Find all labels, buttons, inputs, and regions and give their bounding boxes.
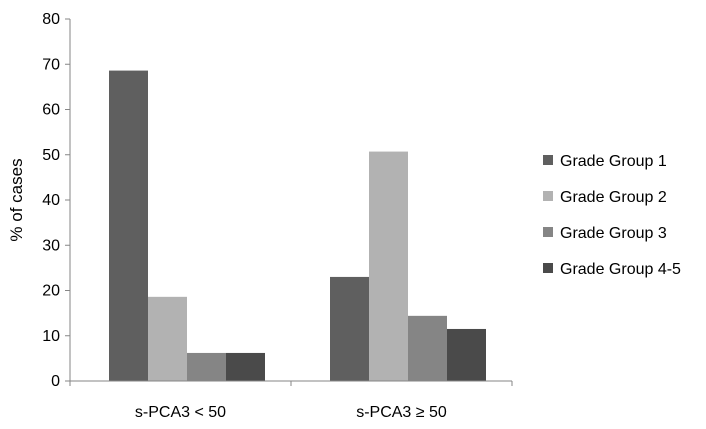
bars-group	[109, 70, 486, 382]
y-tick-label: 50	[42, 147, 60, 164]
y-tick-label: 60	[42, 102, 60, 119]
bar-2-1	[148, 296, 187, 381]
legend-label: Grade Group 1	[560, 153, 667, 170]
y-tick-label: 20	[42, 283, 60, 300]
y-tick-labels: 0 10 20 30 40 50 60 70 80	[42, 11, 70, 390]
y-tick-label: 40	[42, 192, 60, 209]
legend-swatch	[543, 263, 553, 273]
x-category-label: s-PCA3 < 50	[135, 404, 226, 421]
legend-swatch	[543, 227, 553, 237]
y-tick-label: 70	[42, 56, 60, 73]
y-axis-title: % of cases	[7, 158, 26, 241]
bar-1-1	[109, 70, 148, 382]
bar-2-2	[369, 151, 408, 381]
y-tick-label: 30	[42, 237, 60, 254]
bar-3-2	[408, 315, 447, 381]
legend-label: Grade Group 4-5	[560, 261, 681, 278]
y-tick-label: 10	[42, 328, 60, 345]
bar-4-2	[447, 328, 486, 381]
legend-label: Grade Group 2	[560, 189, 667, 206]
legend-swatch	[543, 155, 553, 165]
bar-1-2	[330, 276, 369, 381]
bar-3-1	[187, 352, 226, 381]
x-category-labels: s-PCA3 < 50 s-PCA3 ≥ 50	[69, 381, 513, 421]
legend-swatch	[543, 191, 553, 201]
bar-4-1	[226, 352, 265, 381]
legend-label: Grade Group 3	[560, 225, 667, 242]
y-tick-label: 80	[42, 11, 60, 28]
x-category-label: s-PCA3 ≥ 50	[356, 404, 447, 421]
legend: Grade Group 1 Grade Group 2 Grade Group 3 G…	[543, 153, 681, 278]
y-tick-label: 0	[51, 373, 60, 390]
